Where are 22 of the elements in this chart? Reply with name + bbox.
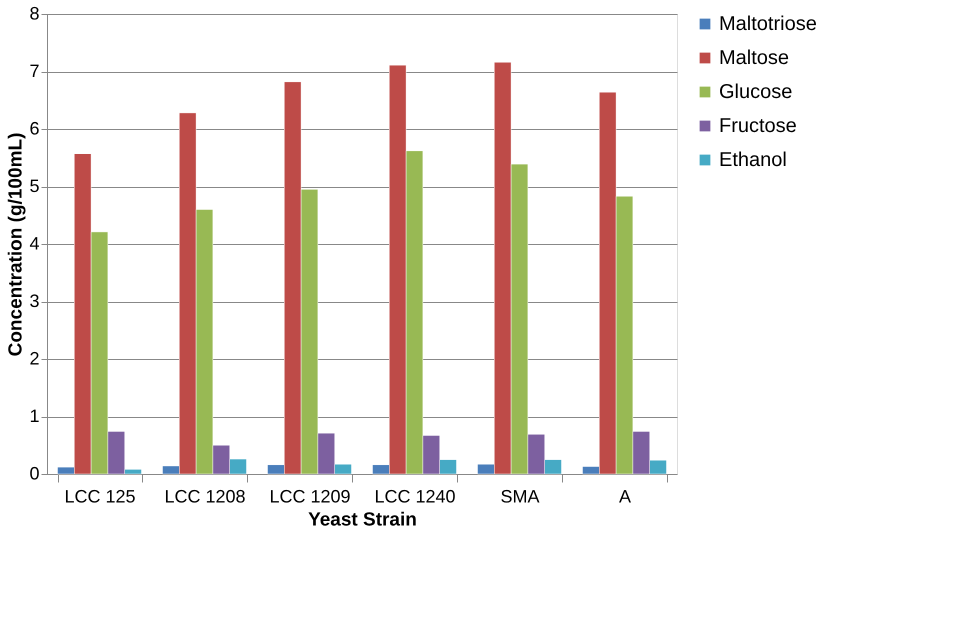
legend-label: Glucose bbox=[719, 81, 792, 103]
y-tick-label: 0 bbox=[29, 464, 40, 484]
y-tick-label: 8 bbox=[29, 4, 40, 24]
x-axis-title: Yeast Strain bbox=[308, 510, 417, 530]
legend-label: Fructose bbox=[719, 115, 797, 137]
y-tick-label: 7 bbox=[29, 61, 40, 81]
x-tick-label: SMA bbox=[500, 486, 540, 506]
y-tick-label: 3 bbox=[29, 291, 40, 311]
y-tick-label: 5 bbox=[29, 176, 40, 196]
y-axis-title: Concentration (g/100mL) bbox=[5, 132, 26, 356]
x-tick-label: LCC 1208 bbox=[164, 486, 246, 506]
legend-label: Maltotriose bbox=[719, 13, 817, 35]
y-tick-label: 1 bbox=[29, 406, 40, 426]
legend-label: Ethanol bbox=[719, 149, 787, 171]
y-tick-label: 4 bbox=[29, 234, 40, 254]
y-tick-label: 6 bbox=[29, 118, 40, 138]
y-tick-label: 2 bbox=[29, 348, 40, 368]
x-tick-label: LCC 1209 bbox=[269, 486, 351, 506]
legend-label: Maltose bbox=[719, 47, 790, 69]
x-tick-label: LCC 1240 bbox=[374, 486, 456, 506]
x-tick-label: A bbox=[618, 486, 632, 506]
x-tick-label: LCC 125 bbox=[64, 486, 136, 506]
